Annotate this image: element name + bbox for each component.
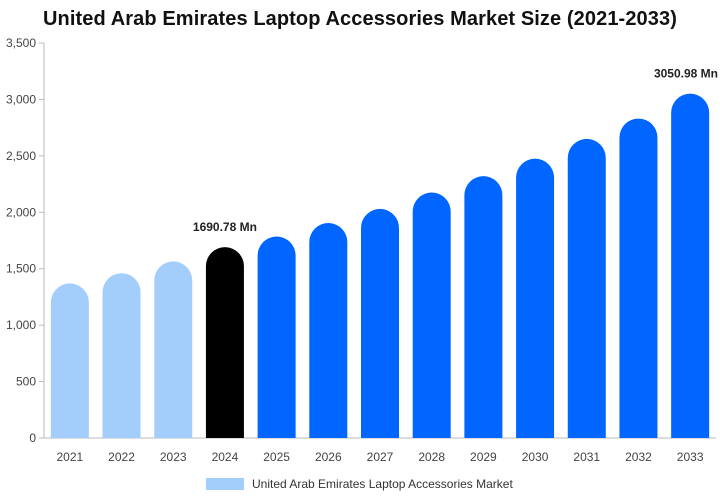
- data-label-2033: 3050.98 Mn: [654, 67, 718, 81]
- y-tick-label: 3,500: [6, 36, 36, 50]
- bar-2027: [361, 208, 399, 438]
- y-tick-label: 500: [16, 375, 36, 389]
- bar-2032: [619, 118, 658, 438]
- x-tick-label: 2021: [56, 450, 83, 464]
- bar-2033: [671, 93, 710, 439]
- x-tick-label: 2029: [470, 450, 497, 464]
- y-tick-label: 2,000: [6, 205, 36, 219]
- bar-2029: [464, 176, 503, 438]
- bar-2024: [205, 247, 244, 438]
- y-tick-label: 1,000: [6, 318, 36, 332]
- chart-title: United Arab Emirates Laptop Accessories …: [43, 8, 677, 30]
- bar-2021: [50, 283, 89, 438]
- x-tick-label: 2022: [108, 450, 135, 464]
- x-tick-label: 2025: [263, 450, 290, 464]
- bar-2025: [257, 236, 296, 438]
- x-tick-label: 2026: [315, 450, 342, 464]
- bar-2030: [516, 158, 555, 438]
- bar-2028: [412, 192, 451, 438]
- legend: United Arab Emirates Laptop Accessories …: [206, 476, 513, 492]
- x-tick-label: 2032: [625, 450, 652, 464]
- y-tick-label: 0: [29, 431, 36, 445]
- x-tick-label: 2030: [522, 450, 549, 464]
- bar-2026: [309, 223, 348, 438]
- x-tick-label: 2033: [677, 450, 704, 464]
- y-tick-label: 1,500: [6, 262, 36, 276]
- legend-label: United Arab Emirates Laptop Accessories …: [252, 477, 513, 491]
- y-tick-label: 2,500: [6, 149, 36, 163]
- x-tick-label: 2031: [573, 450, 600, 464]
- x-tick-label: 2028: [418, 450, 445, 464]
- bar-2023: [154, 261, 193, 438]
- x-tick-label: 2027: [367, 450, 394, 464]
- legend-swatch: [206, 478, 244, 490]
- x-tick-label: 2023: [160, 450, 187, 464]
- data-label-2024: 1690.78 Mn: [193, 220, 257, 234]
- y-tick-label: 3,000: [6, 92, 36, 106]
- bar-2022: [102, 273, 141, 438]
- bar-2031: [567, 138, 606, 438]
- x-tick-label: 2024: [212, 450, 239, 464]
